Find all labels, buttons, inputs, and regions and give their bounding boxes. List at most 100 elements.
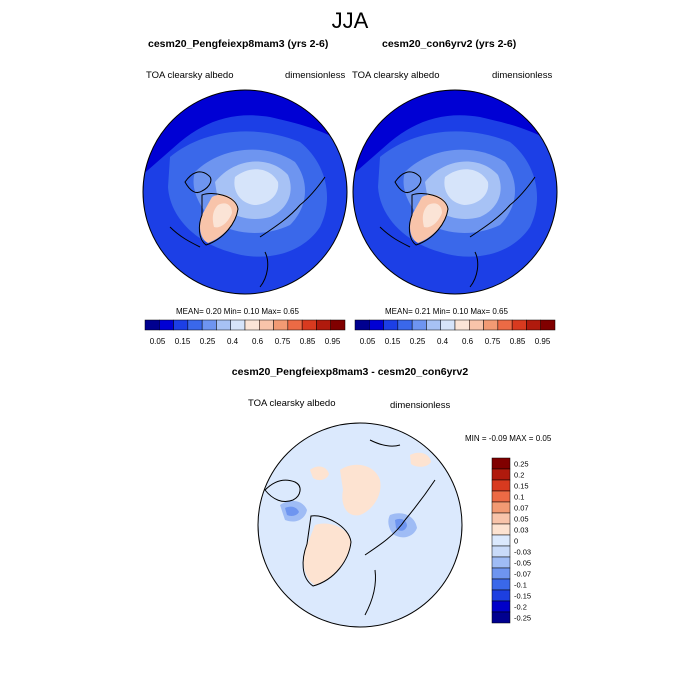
colorbar-box — [173, 319, 189, 331]
colorbar-box — [491, 457, 511, 470]
panel-a-colorbar: 0.05 0.15 0.25 0.4 0.6 0.75 0.85 0.95 — [144, 319, 346, 346]
colorbar-box — [491, 611, 511, 624]
colorbar-tick-label: 0.75 — [485, 337, 501, 346]
panel-diff-map — [257, 422, 463, 628]
colorbar-box — [440, 319, 456, 331]
positive-anomaly — [310, 466, 329, 481]
colorbar-tick-label: 0.4 — [227, 337, 239, 346]
colorbar-box — [287, 319, 303, 331]
colorbar-tick-label: 0.1 — [514, 493, 524, 502]
panel-b-title: cesm20_con6yrv2 (yrs 2-6) — [382, 38, 517, 50]
colorbar-tick-label: 0.05 — [360, 337, 376, 346]
panel-b-colorbar: 0.05 0.15 0.25 0.4 0.6 0.75 0.85 0.95 — [354, 319, 556, 346]
greenland-coastline — [198, 193, 239, 246]
coastline — [259, 176, 326, 238]
greenland-positive-anomaly — [303, 523, 351, 585]
strong-negative-anomaly — [285, 506, 299, 516]
coastline — [184, 171, 212, 194]
colorbar-tick-label: 0.85 — [510, 337, 526, 346]
coastline — [264, 479, 301, 503]
colorbar-box — [354, 319, 370, 331]
colorbar-box — [159, 319, 174, 331]
colorbar-box — [397, 319, 413, 331]
panel-a-stats: MEAN= 0.20 Min= 0.10 Max= 0.65 — [176, 307, 299, 316]
colorbar-box — [491, 556, 511, 569]
colorbar-box — [491, 523, 511, 536]
colorbar-box — [316, 319, 331, 331]
colorbar-tick-label: 0.75 — [275, 337, 291, 346]
coastline — [364, 569, 376, 616]
colorbar-tick-label: 0.03 — [514, 526, 529, 535]
map-boundary — [257, 422, 463, 628]
colorbar-box — [144, 319, 160, 331]
colorbar-box — [491, 501, 511, 514]
colorbar-box — [411, 319, 427, 331]
colorbar-tick-label: 0.6 — [252, 337, 264, 346]
colorbar-box — [491, 545, 511, 558]
coastline — [369, 439, 401, 447]
colorbar-box — [491, 600, 511, 613]
colorbar-box — [491, 479, 511, 492]
colorbar-box — [491, 468, 511, 481]
colorbar-box — [259, 319, 274, 331]
colorbar-box — [187, 319, 203, 331]
colorbar-tick-label: 0.07 — [514, 504, 529, 513]
colorbar-box — [491, 578, 511, 591]
colorbar-box — [497, 319, 513, 331]
colorbar-box — [244, 319, 260, 331]
sea-ice-region — [444, 169, 489, 205]
panel-diff-title: cesm20_Pengfeiexp8mam3 - cesm20_con6yrv2 — [231, 366, 469, 378]
map-boundary — [142, 89, 348, 295]
map-boundary — [352, 89, 558, 295]
colorbar-tick-label: -0.05 — [514, 559, 531, 568]
colorbar-box — [491, 512, 511, 525]
panel-b-map — [352, 89, 558, 295]
figure-title: JJA — [331, 8, 369, 33]
colorbar-tick-label: 0.05 — [150, 337, 166, 346]
colorbar-tick-label: 0 — [514, 537, 518, 546]
colorbar-box — [491, 534, 511, 547]
panel-b-stats: MEAN= 0.21 Min= 0.10 Max= 0.65 — [385, 307, 508, 316]
colorbar-box — [511, 319, 527, 331]
greenland-core — [422, 203, 442, 228]
colorbar-tick-label: 0.15 — [514, 482, 529, 491]
coastline — [469, 251, 479, 288]
colorbar-tick-label: 0.25 — [200, 337, 216, 346]
coastline — [394, 171, 422, 194]
colorbar-tick-label: -0.07 — [514, 570, 531, 579]
colorbar-tick-label: -0.15 — [514, 592, 531, 601]
panel-a-units-label: dimensionless — [285, 70, 346, 81]
colorbar-box — [201, 319, 217, 331]
colorbar-box — [369, 319, 384, 331]
colorbar-tick-label: -0.2 — [514, 603, 527, 612]
colorbar-tick-label: -0.25 — [514, 614, 531, 623]
colorbar-box — [426, 319, 441, 331]
colorbar-tick-label: 0.95 — [325, 337, 341, 346]
colorbar-box — [273, 319, 289, 331]
colorbar-tick-label: 0.6 — [462, 337, 474, 346]
colorbar-box — [454, 319, 470, 331]
greenland-core — [212, 203, 232, 228]
colorbar-tick-label: -0.1 — [514, 581, 527, 590]
panel-diff-units-label: dimensionless — [390, 400, 451, 411]
colorbar-box — [230, 319, 246, 331]
colorbar-tick-label: 0.15 — [385, 337, 401, 346]
colorbar-box — [330, 319, 346, 331]
colorbar-tick-label: 0.4 — [437, 337, 449, 346]
panel-diff-variable-label: TOA clearsky albedo — [248, 398, 336, 409]
colorbar-box — [491, 589, 511, 602]
panel-b-variable-label: TOA clearsky albedo — [352, 70, 440, 81]
coastline — [259, 251, 269, 288]
low-albedo-region — [353, 90, 557, 177]
low-albedo-region — [143, 90, 347, 177]
colorbar-tick-label: 0.85 — [300, 337, 316, 346]
panel-diff-stats: MIN = -0.09 MAX = 0.05 — [465, 434, 552, 443]
colorbar-tick-label: 0.95 — [535, 337, 551, 346]
colorbar-box — [540, 319, 556, 331]
positive-anomaly — [340, 464, 381, 516]
colorbar-box — [483, 319, 499, 331]
near-zero-field — [258, 423, 462, 627]
panel-diff-colorbar: 0.25 0.2 0.15 0.1 0.07 0.05 0.03 0 -0.03 -0.05 -0.… — [491, 457, 531, 624]
greenland-coastline — [302, 515, 352, 587]
colorbar-box — [301, 319, 317, 331]
